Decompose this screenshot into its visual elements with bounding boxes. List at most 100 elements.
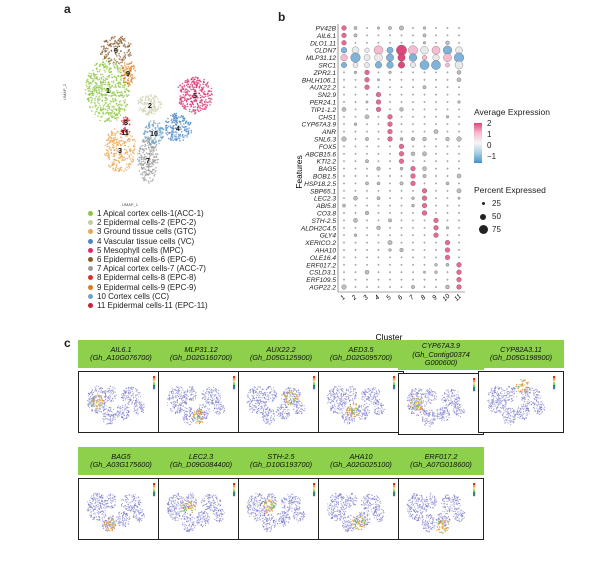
gene-id: (Gh_A10G076700) bbox=[90, 353, 152, 362]
dotplot-gene-label: LEC2.3 bbox=[314, 196, 336, 203]
dotplot-cluster-tick: 7 bbox=[408, 294, 416, 302]
dotplot-dot bbox=[399, 25, 404, 31]
dotplot-dot bbox=[458, 27, 460, 29]
dotplot-dot bbox=[386, 61, 394, 69]
gene-id: (Gh_Contig00374 bbox=[412, 349, 470, 359]
dotplot-dot bbox=[365, 100, 369, 104]
dotplot-dot bbox=[423, 219, 426, 222]
dotplot-dot bbox=[366, 108, 368, 111]
dotplot-dot bbox=[458, 130, 460, 133]
dotplot-dot bbox=[389, 167, 391, 170]
dotplot-dot bbox=[377, 286, 380, 288]
dotplot-dot bbox=[377, 138, 380, 140]
feature-plot-tile: CYP82A3.11 (Gh_D05G198900) bbox=[478, 340, 564, 433]
gene-header: AHA10 (Gh_A02G025100) bbox=[318, 447, 404, 475]
dotplot-dot bbox=[366, 145, 368, 148]
dotplot-dot bbox=[364, 62, 370, 68]
dotplot-dot bbox=[458, 226, 460, 229]
dotplot-dot bbox=[366, 130, 368, 133]
gene-id: (Gh_D02G160700) bbox=[169, 353, 233, 362]
legend-dot-icon bbox=[88, 275, 93, 281]
dotplot-dot bbox=[446, 123, 449, 126]
gene-id: (Gh_A03G175600) bbox=[90, 460, 152, 469]
dotplot-dot bbox=[350, 52, 361, 63]
dotplot-dot bbox=[412, 115, 414, 118]
legend-label: 3 Ground tissue cells (GTC) bbox=[97, 227, 197, 237]
dotplot-dot bbox=[411, 137, 415, 141]
dotplot-dot bbox=[412, 160, 414, 163]
dotplot-dot bbox=[446, 130, 449, 133]
dotplot-dot bbox=[342, 203, 346, 208]
dotplot-dot bbox=[443, 45, 452, 55]
dotplot-dot bbox=[431, 60, 441, 70]
color-scale-icon bbox=[153, 483, 156, 497]
dotplot-dot bbox=[435, 71, 437, 74]
feature-plot-tile: LEC2.3 (Gh_D09G084400) bbox=[158, 447, 244, 540]
dotplot-dot bbox=[435, 189, 437, 192]
dotplot-dot bbox=[340, 47, 348, 54]
dotplot-dot bbox=[389, 256, 391, 259]
dotplot-gene-label: FOX5 bbox=[319, 144, 337, 151]
gene-header: LEC2.3 (Gh_D09G084400) bbox=[158, 447, 244, 475]
gene-name: MLP31.12 bbox=[184, 344, 218, 354]
umap-cluster-label-5: 5 bbox=[193, 93, 197, 100]
dotplot-dot bbox=[377, 26, 380, 30]
dotplot-dot bbox=[446, 160, 449, 163]
legend-item-cluster-1: 1 Apical cortex cells-1(ACC-1) bbox=[88, 209, 208, 218]
dotplot-dot bbox=[389, 204, 391, 207]
dotplot-y-title: Features bbox=[294, 155, 304, 189]
dotplot-dot bbox=[389, 93, 391, 96]
dotplot-dot bbox=[458, 93, 460, 96]
umap-cluster-11 bbox=[120, 126, 131, 136]
dotplot-dot bbox=[389, 41, 391, 44]
dotplot-dot bbox=[343, 123, 345, 126]
dotplot-dot bbox=[343, 167, 345, 170]
gene-name: ERF017.2 bbox=[424, 451, 458, 461]
dotplot-dot bbox=[354, 41, 357, 44]
dotplot-dot bbox=[435, 34, 437, 37]
dotplot-dot bbox=[458, 145, 460, 148]
umap-cluster-label-9: 9 bbox=[126, 71, 130, 78]
dotplot-dot bbox=[377, 152, 380, 155]
dotplot-gene-label: CYP67A3.9 bbox=[302, 122, 337, 129]
dotplot-dot bbox=[343, 212, 345, 214]
dotplot-dot bbox=[446, 152, 449, 155]
dotplot-dot bbox=[399, 248, 404, 252]
dotplot-dot bbox=[343, 234, 345, 237]
gene-id: (Gh_D02G095700) bbox=[329, 353, 393, 362]
dotplot-dot bbox=[354, 160, 357, 163]
pct-tick-75: 75 bbox=[492, 225, 501, 234]
umap-cluster-label-2: 2 bbox=[148, 103, 152, 110]
dotplot-dot bbox=[400, 115, 403, 118]
feature-umap bbox=[78, 371, 164, 433]
dotplot-dot bbox=[364, 77, 370, 83]
dotplot-dot bbox=[446, 86, 449, 89]
dotplot-dot bbox=[399, 166, 404, 171]
dotplot-dot bbox=[456, 262, 462, 268]
pct-expressed-title: Percent Expressed bbox=[474, 185, 546, 195]
dotplot-gene-label: ERF109.5 bbox=[306, 277, 336, 284]
dotplot-dot bbox=[423, 130, 426, 133]
dotplot-dot bbox=[423, 249, 426, 251]
dotplot-dot bbox=[377, 123, 380, 126]
dotplot-dot bbox=[377, 71, 380, 74]
panel-letter-b: b bbox=[278, 10, 286, 24]
dotplot-dot bbox=[377, 204, 380, 207]
dotplot-dot bbox=[351, 46, 360, 54]
dotplot-dot bbox=[412, 27, 414, 29]
dotplot-dot bbox=[377, 278, 380, 281]
dotplot-cluster-tick: 10 bbox=[441, 293, 451, 303]
umap-cluster-1 bbox=[84, 56, 130, 123]
dotplot-dot bbox=[456, 277, 462, 283]
dotplot-dot bbox=[366, 286, 368, 288]
dotplot-dot bbox=[412, 123, 414, 126]
dotplot-dot bbox=[435, 286, 437, 288]
dotplot-gene-label: ALDH2C4.5 bbox=[300, 225, 337, 232]
dotplot-dot bbox=[457, 100, 461, 104]
dotplot-gene-label: PV42B bbox=[315, 26, 336, 33]
dotplot-gene-label: SNL6.3 bbox=[314, 137, 336, 144]
dotplot-dot bbox=[445, 284, 450, 290]
dotplot-gene-label: STH-2.5 bbox=[311, 218, 336, 225]
dotplot-dot bbox=[377, 234, 380, 237]
umap-cluster-label-6: 6 bbox=[114, 48, 118, 55]
